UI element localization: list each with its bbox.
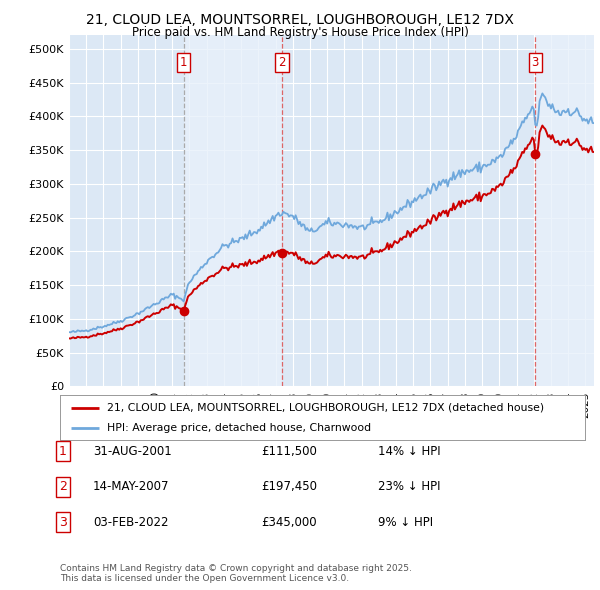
Text: 21, CLOUD LEA, MOUNTSORREL, LOUGHBOROUGH, LE12 7DX: 21, CLOUD LEA, MOUNTSORREL, LOUGHBOROUGH… xyxy=(86,13,514,27)
Text: 14-MAY-2007: 14-MAY-2007 xyxy=(93,480,170,493)
Text: 3: 3 xyxy=(532,56,539,69)
Text: Contains HM Land Registry data © Crown copyright and database right 2025.
This d: Contains HM Land Registry data © Crown c… xyxy=(60,563,412,583)
Text: 21, CLOUD LEA, MOUNTSORREL, LOUGHBOROUGH, LE12 7DX (detached house): 21, CLOUD LEA, MOUNTSORREL, LOUGHBOROUGH… xyxy=(107,403,544,412)
Bar xyxy=(184,35,282,386)
Text: 2: 2 xyxy=(59,480,67,493)
Text: £345,000: £345,000 xyxy=(261,516,317,529)
Text: HPI: Average price, detached house, Charnwood: HPI: Average price, detached house, Char… xyxy=(107,424,371,434)
Text: 03-FEB-2022: 03-FEB-2022 xyxy=(93,516,169,529)
Text: 9% ↓ HPI: 9% ↓ HPI xyxy=(378,516,433,529)
Text: 3: 3 xyxy=(59,516,67,529)
Text: 2: 2 xyxy=(278,56,286,69)
Text: 23% ↓ HPI: 23% ↓ HPI xyxy=(378,480,440,493)
Text: £197,450: £197,450 xyxy=(261,480,317,493)
Text: £111,500: £111,500 xyxy=(261,445,317,458)
Bar xyxy=(535,35,594,386)
Text: 1: 1 xyxy=(180,56,187,69)
Text: Price paid vs. HM Land Registry's House Price Index (HPI): Price paid vs. HM Land Registry's House … xyxy=(131,26,469,39)
Text: 14% ↓ HPI: 14% ↓ HPI xyxy=(378,445,440,458)
Text: 1: 1 xyxy=(59,445,67,458)
Text: 31-AUG-2001: 31-AUG-2001 xyxy=(93,445,172,458)
